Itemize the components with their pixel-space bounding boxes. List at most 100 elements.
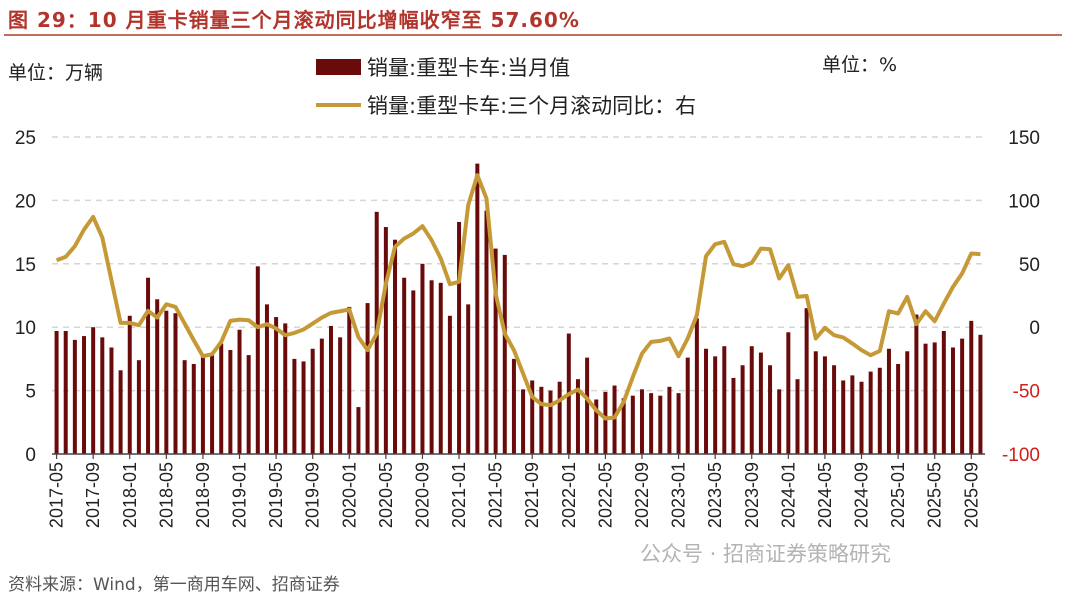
bar	[758, 352, 763, 454]
bar	[511, 358, 516, 454]
bar	[969, 320, 974, 454]
right-tick-label: 0	[1029, 318, 1040, 339]
x-tick-label: 2019-05	[266, 462, 286, 528]
right-unit-label: 单位：%	[822, 54, 898, 76]
bar	[676, 393, 681, 454]
bar	[923, 343, 928, 454]
legend-item-line: 销量:重型卡车:三个月滚动同比：右	[316, 90, 696, 120]
x-tick-label: 2020-01	[339, 462, 359, 528]
bar	[832, 365, 837, 454]
bar	[457, 221, 462, 454]
bar	[685, 357, 690, 454]
bar	[255, 266, 260, 454]
bar	[173, 313, 178, 454]
bar	[301, 361, 306, 454]
left-tick-label: 10	[15, 318, 36, 339]
bar	[146, 277, 151, 454]
bar	[694, 318, 699, 454]
bar	[420, 263, 425, 454]
bar	[347, 306, 352, 454]
x-tick-label: 2025-05	[925, 462, 945, 528]
x-tick-label: 2024-01	[778, 462, 798, 528]
x-tick-label: 2024-09	[852, 462, 872, 528]
x-tick-label: 2019-09	[303, 462, 323, 528]
bar	[777, 389, 782, 454]
bar	[402, 277, 407, 454]
bar	[877, 367, 882, 454]
bar	[264, 304, 269, 454]
legend-swatch-line	[316, 103, 361, 107]
bar	[950, 347, 955, 454]
x-tick-label: 2022-05	[595, 462, 615, 528]
bar	[72, 339, 77, 454]
x-tick-label: 2017-05	[47, 462, 67, 528]
bar	[850, 375, 855, 454]
bar	[960, 338, 965, 454]
bar	[932, 342, 937, 454]
left-tick-label: 15	[15, 255, 36, 276]
bar	[411, 290, 416, 454]
x-tick-label: 2024-05	[815, 462, 835, 528]
x-tick-label: 2023-05	[705, 462, 725, 528]
bar	[621, 398, 626, 454]
x-tick-label: 2020-05	[376, 462, 396, 528]
bar	[365, 303, 370, 454]
bar	[54, 331, 59, 454]
watermark: 公众号 · 招商证券策略研究	[640, 542, 892, 566]
bar	[914, 314, 919, 454]
left-tick-label: 25	[15, 128, 36, 149]
bar	[228, 350, 233, 454]
bar	[548, 390, 553, 454]
right-tick-label: 150	[1008, 128, 1040, 149]
bar	[859, 381, 864, 454]
legend-label-bar: 销量:重型卡车:当月值	[367, 56, 571, 80]
bar	[393, 239, 398, 454]
bar	[356, 407, 361, 454]
bar	[338, 337, 343, 454]
right-tick-label: -50	[1013, 382, 1040, 403]
bar	[704, 348, 709, 454]
bar	[941, 331, 946, 454]
bar	[557, 381, 562, 454]
x-tick-label: 2020-09	[412, 462, 432, 528]
bar	[246, 355, 251, 454]
bar	[136, 360, 141, 454]
bar	[127, 315, 132, 454]
bar	[630, 395, 635, 454]
left-tick-label: 20	[15, 191, 36, 212]
bar	[155, 299, 160, 454]
bar	[100, 337, 105, 454]
bar	[722, 346, 727, 454]
bar	[210, 355, 215, 454]
x-tick-label: 2017-09	[83, 462, 103, 528]
bar	[612, 385, 617, 454]
bar	[164, 310, 169, 454]
bar	[667, 386, 672, 454]
bar	[521, 389, 526, 454]
bar	[896, 363, 901, 454]
bar	[731, 377, 736, 454]
bar	[539, 386, 544, 454]
bar	[594, 399, 599, 454]
x-tick-label: 2018-05	[156, 462, 176, 528]
bar	[466, 304, 471, 454]
x-tick-label: 2021-09	[522, 462, 542, 528]
bar	[63, 331, 68, 454]
x-tick-label: 2025-09	[961, 462, 981, 528]
bar	[886, 348, 891, 454]
right-tick-label: 50	[1019, 255, 1040, 276]
bar	[868, 371, 873, 454]
bar	[283, 323, 288, 454]
bar	[804, 308, 809, 454]
bar	[91, 327, 96, 454]
bar	[274, 317, 279, 454]
bar	[429, 280, 434, 454]
figure-title: 图 29：10 月重卡销量三个月滚动同比增幅收窄至 57.60%	[8, 8, 580, 32]
bar	[768, 365, 773, 454]
right-tick-label: 100	[1008, 191, 1040, 212]
bar	[639, 389, 644, 454]
bar	[749, 346, 754, 454]
right-tick-label: -100	[1002, 445, 1040, 466]
